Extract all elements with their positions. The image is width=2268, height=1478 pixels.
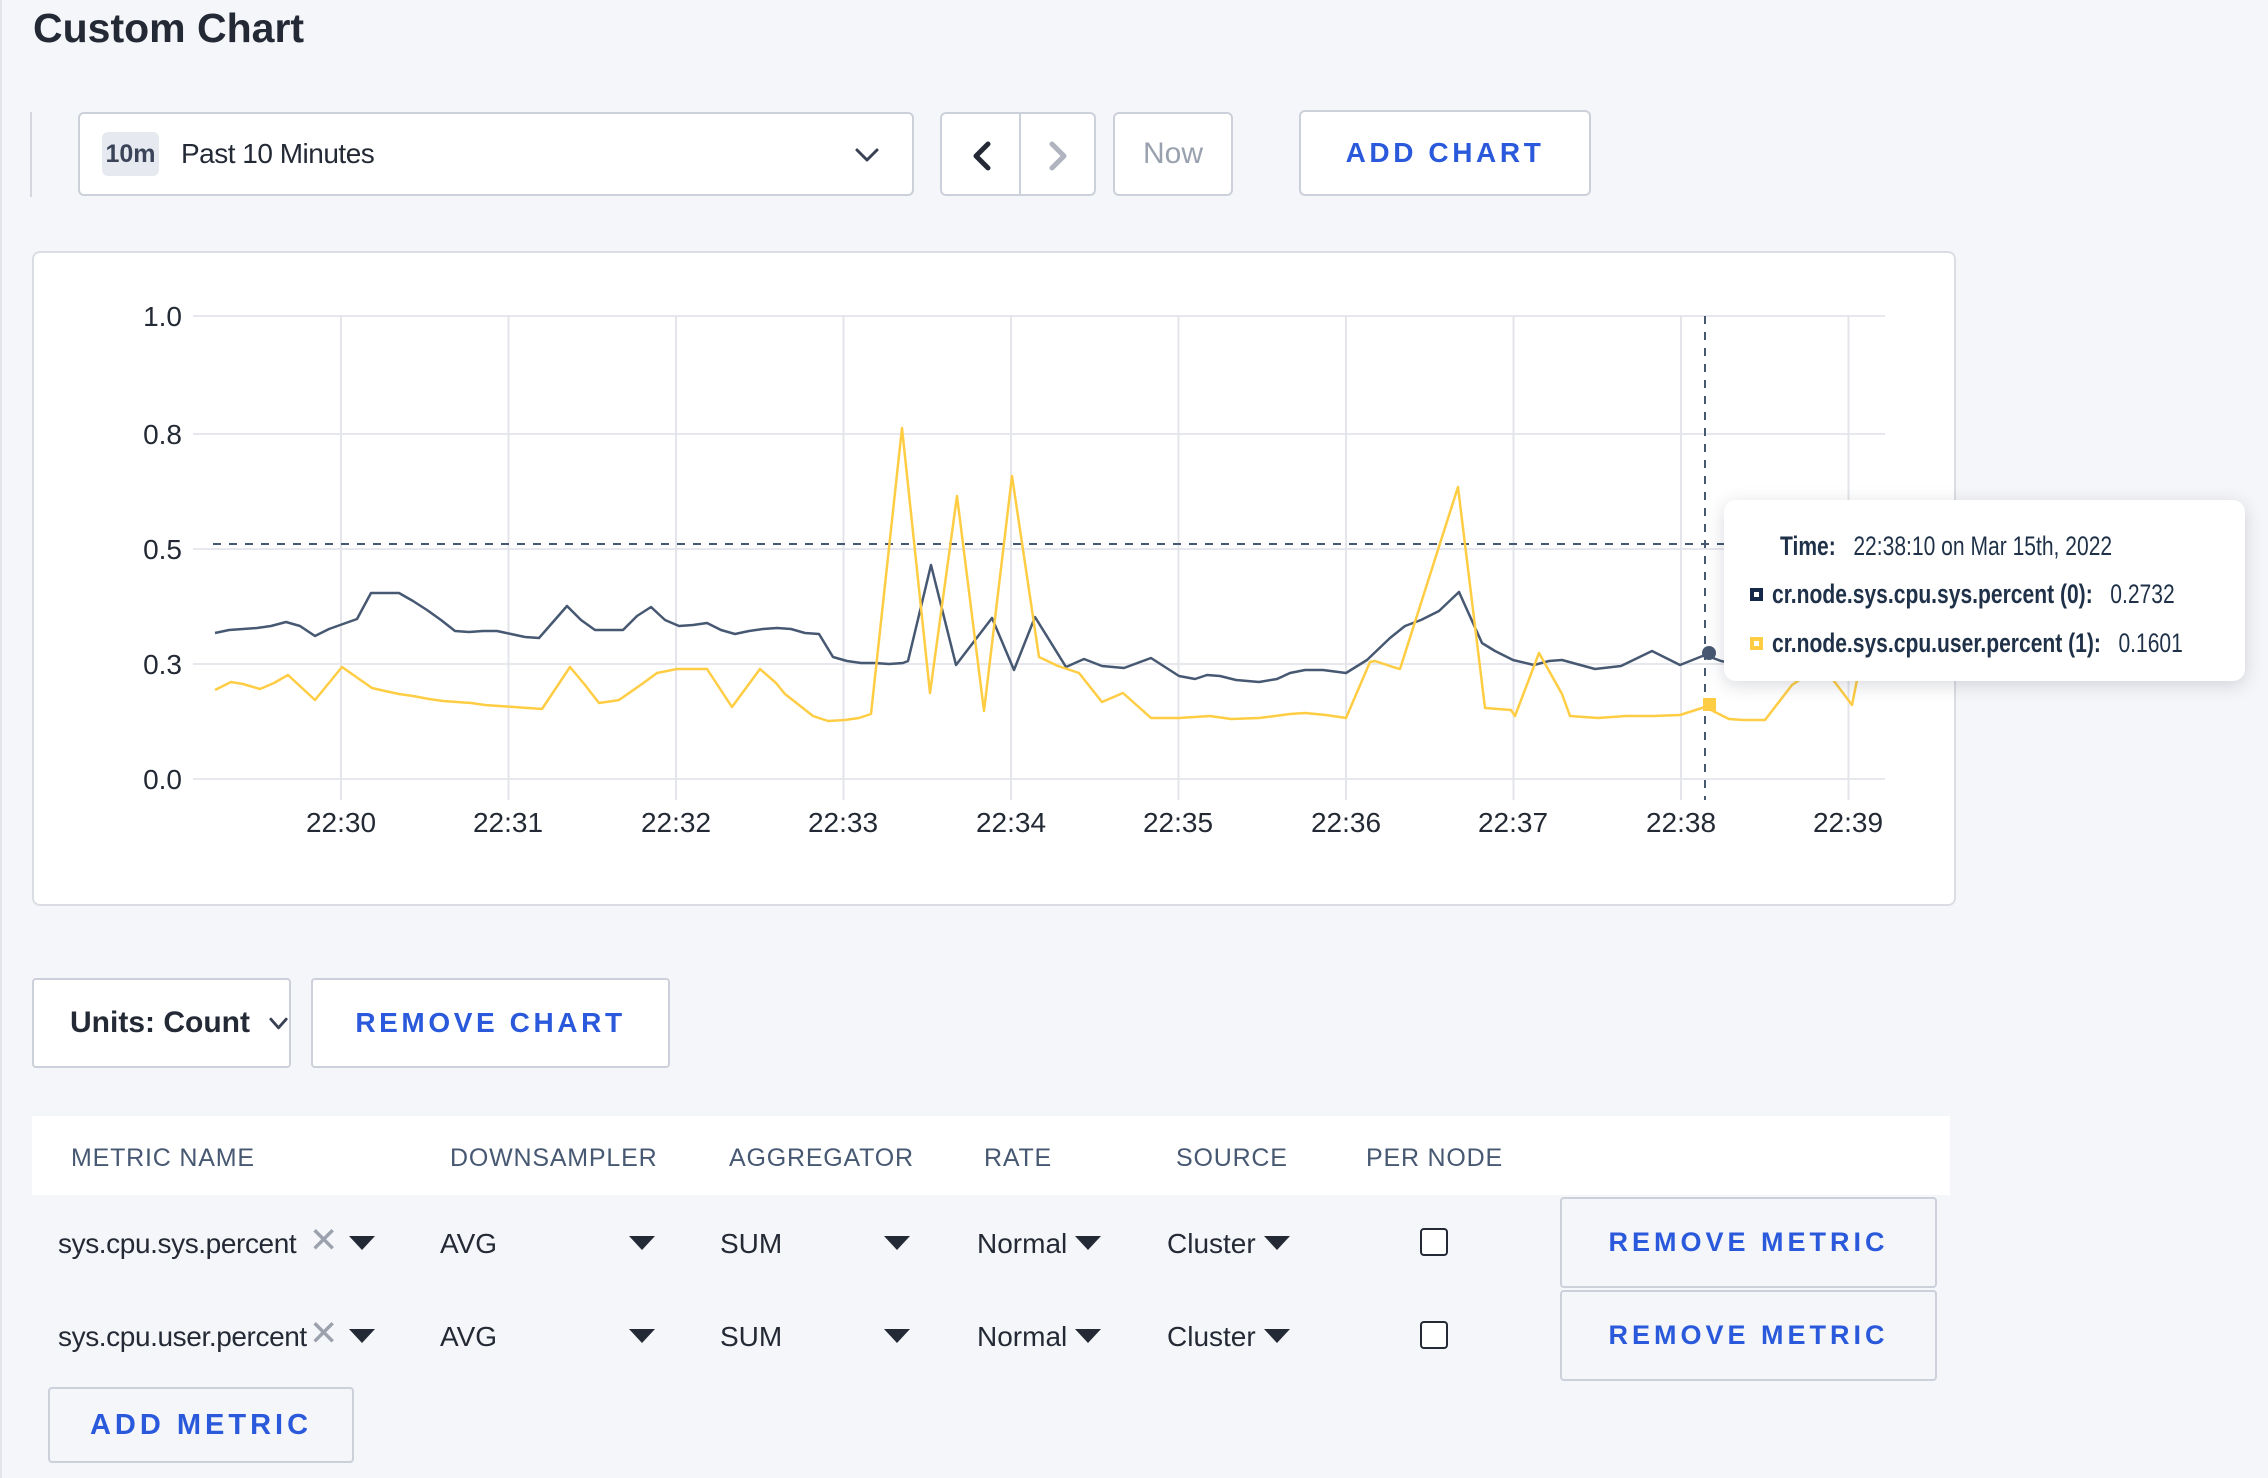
- svg-text:22:34: 22:34: [976, 807, 1046, 838]
- svg-text:22:33: 22:33: [808, 807, 878, 838]
- svg-text:0.8: 0.8: [143, 419, 182, 450]
- svg-text:0.3: 0.3: [143, 649, 182, 680]
- svg-text:0.0: 0.0: [143, 764, 182, 795]
- svg-text:22:31: 22:31: [473, 807, 543, 838]
- svg-text:22:30: 22:30: [306, 807, 376, 838]
- svg-text:22:35: 22:35: [1143, 807, 1213, 838]
- svg-text:22:39: 22:39: [1813, 807, 1883, 838]
- svg-text:1.0: 1.0: [143, 301, 182, 332]
- svg-text:22:32: 22:32: [641, 807, 711, 838]
- svg-text:22:36: 22:36: [1311, 807, 1381, 838]
- svg-text:22:38: 22:38: [1646, 807, 1716, 838]
- svg-text:22:37: 22:37: [1478, 807, 1548, 838]
- svg-text:0.5: 0.5: [143, 534, 182, 565]
